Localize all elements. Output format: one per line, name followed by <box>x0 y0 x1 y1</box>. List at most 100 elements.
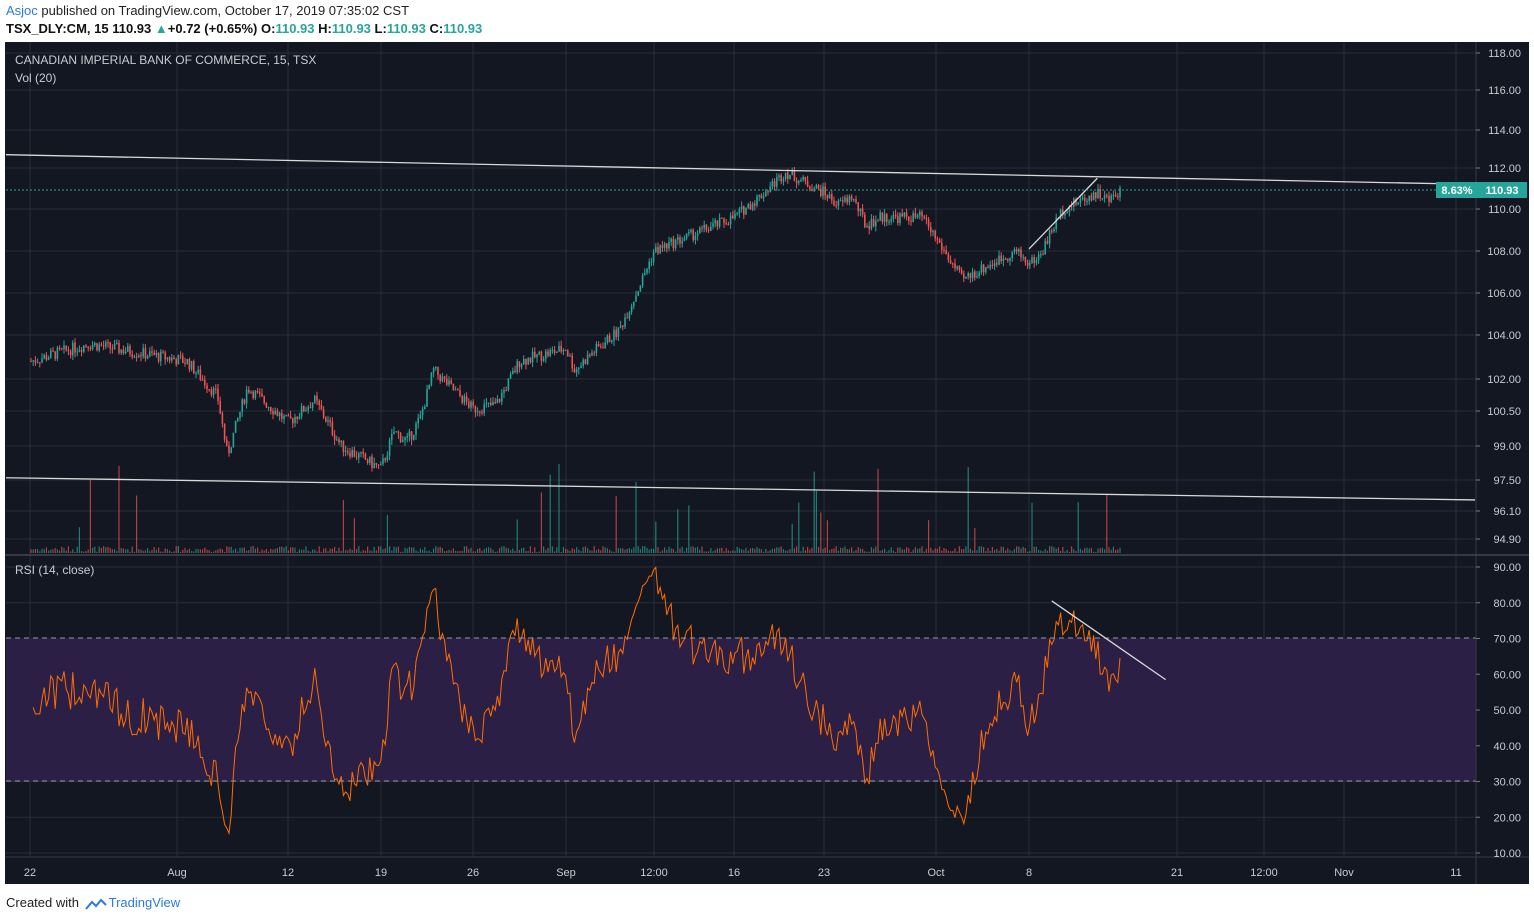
volume-bar <box>958 546 960 553</box>
volume-bar <box>892 550 894 553</box>
candle-body <box>327 420 329 422</box>
volume-bar <box>771 548 773 553</box>
candle-body <box>487 402 490 404</box>
volume-bar <box>697 546 699 553</box>
candle-body <box>1112 194 1115 196</box>
volume-bar <box>384 548 386 553</box>
volume-bar <box>37 549 39 553</box>
chart-container[interactable]: 118.00 116.00 114.00 112.00 110.00 108.00 106.… <box>5 42 1529 884</box>
candle-body <box>382 458 384 464</box>
volume-bar <box>967 467 969 553</box>
volume-bar <box>323 548 325 553</box>
price-axis-tick: 97.50 <box>1493 475 1521 487</box>
candle-body <box>127 346 129 352</box>
volume-bar <box>532 551 534 553</box>
candle-body <box>168 357 171 361</box>
candle-body <box>1066 212 1068 214</box>
candle-body <box>1018 249 1020 252</box>
candle-body <box>1007 259 1009 261</box>
volume-bar <box>226 546 228 553</box>
candle-body <box>943 250 945 252</box>
candle-body <box>94 343 96 346</box>
volume-bar <box>646 547 648 553</box>
candle-body <box>835 205 837 207</box>
volume-bar <box>125 549 127 553</box>
author-link[interactable]: Asjoc <box>6 3 38 18</box>
candle-body <box>705 224 708 231</box>
candle-body <box>245 389 248 404</box>
rsi-axis[interactable]: 90.00 80.00 70.00 60.00 50.00 40.00 30.00 20.00… <box>1476 562 1521 860</box>
candle-body <box>604 342 606 349</box>
candle-body <box>848 196 851 203</box>
candle-body <box>965 276 967 279</box>
volume-bar <box>657 547 659 553</box>
volume-bar <box>492 549 494 553</box>
volume-bar <box>820 512 822 553</box>
volume-bar <box>215 550 217 553</box>
volume-bar <box>413 547 415 553</box>
volume-bar <box>925 548 927 553</box>
volume-bar <box>536 551 538 553</box>
volume-bar <box>479 548 481 553</box>
volume-bar <box>459 551 461 553</box>
candle-body <box>78 349 81 352</box>
volume-bar <box>114 549 116 553</box>
price-axis-tick: 108.00 <box>1487 246 1521 258</box>
trendlines[interactable] <box>5 154 1476 681</box>
candle-body <box>256 391 259 393</box>
volume-bar <box>34 549 36 553</box>
volume-bar <box>131 546 133 553</box>
candle-body <box>905 212 908 218</box>
candle-body <box>993 263 996 266</box>
volume-bar <box>483 549 485 553</box>
volume-bar <box>954 548 956 553</box>
volume-bar <box>760 549 762 553</box>
time-axis-tick: 11 <box>1450 867 1461 879</box>
volume-bar <box>1119 547 1121 553</box>
volume-bar <box>283 547 285 553</box>
candle-body <box>743 206 745 215</box>
candle-body <box>448 380 450 385</box>
candle-body <box>402 440 404 443</box>
candle-body <box>452 383 455 390</box>
volume-label: Vol (20) <box>15 71 56 85</box>
candle-body <box>547 351 549 356</box>
candle-body <box>725 223 727 225</box>
candle-body <box>877 220 879 222</box>
candle-body <box>897 216 899 224</box>
volume-bar <box>813 471 815 553</box>
candle-body <box>637 291 639 296</box>
candle-body <box>338 439 340 443</box>
candle-body <box>567 350 569 356</box>
volume-bar <box>59 550 61 553</box>
price-axis-tick: 96.10 <box>1493 506 1521 518</box>
chart-svg[interactable]: 118.00 116.00 114.00 112.00 110.00 108.00 106.… <box>5 42 1529 884</box>
volume-bar <box>74 551 76 553</box>
volume-bar <box>554 551 556 553</box>
candle-body <box>947 254 950 261</box>
volume-bar <box>580 551 582 553</box>
candle-body <box>870 219 873 230</box>
volume-bar <box>714 549 716 553</box>
candle-body <box>866 225 868 228</box>
volume-bar <box>386 514 388 553</box>
volume-bar <box>644 546 646 553</box>
candle-body <box>934 230 936 239</box>
time-axis[interactable]: 22 Aug 12 19 26 Sep 12:00 16 23 Oct 8 21 12:00 Nov 11 <box>24 867 1462 879</box>
candle-body <box>509 373 512 379</box>
candle-body <box>694 235 697 240</box>
price-axis[interactable]: 118.00 116.00 114.00 112.00 110.00 108.00 106.… <box>1476 48 1521 546</box>
volume-bar <box>793 548 795 553</box>
volume-bar <box>631 549 633 553</box>
volume-bar <box>1090 547 1092 553</box>
volume-bar <box>873 548 875 553</box>
volume-bar <box>558 464 560 553</box>
candle-body <box>886 213 888 222</box>
volume-bar <box>815 491 817 553</box>
volume-bar <box>626 548 628 553</box>
volume-bar <box>694 547 696 553</box>
tradingview-link[interactable]: TradingView <box>108 895 181 910</box>
volume-bar <box>1002 546 1004 553</box>
volume-bar <box>1079 548 1081 553</box>
volume-bar <box>103 546 105 553</box>
